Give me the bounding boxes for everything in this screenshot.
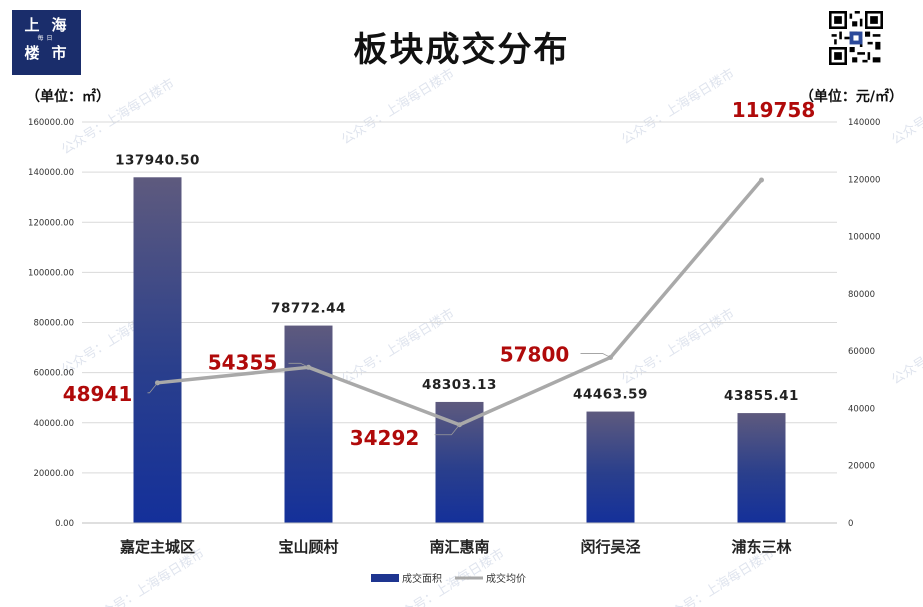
bar-value-label: 44463.59 [573, 387, 648, 403]
chart-title: 板块成交分布 [353, 30, 570, 70]
bar [586, 411, 635, 523]
price-value-label: 54355 [208, 350, 278, 374]
right-tick-label: 120000 [848, 175, 880, 185]
left-tick-label: 160000.00 [28, 118, 74, 128]
right-tick-label: 100000 [848, 233, 880, 243]
left-tick-label: 80000.00 [33, 319, 74, 329]
watermark-text: 公众号：上海每日楼市 [619, 65, 738, 147]
left-tick-label: 60000.00 [33, 369, 74, 379]
bar [737, 413, 786, 523]
leader-line [580, 353, 611, 358]
logo-line1: 上海 [24, 16, 79, 34]
price-point [759, 177, 764, 183]
watermark-text: 公众号：上海每日楼市 [339, 65, 458, 147]
right-tick-label: 0 [848, 519, 853, 529]
watermark-text: 公众号：上海每日楼市 [59, 75, 178, 157]
leader-line [434, 424, 460, 436]
right-tick-label: 80000 [848, 290, 875, 300]
price-value-label: 48941 [63, 382, 133, 406]
category-label: 宝山顾村 [278, 538, 338, 556]
legend-line-label: 成交均价 [486, 572, 526, 585]
logo-line2: 每日 [37, 35, 56, 42]
legend-bar-swatch [371, 574, 399, 582]
bar [133, 177, 182, 523]
category-label: 南汇惠南 [429, 538, 489, 556]
leader-line [288, 362, 309, 368]
price-value-label: 119758 [732, 98, 816, 122]
bar-value-label: 137940.50 [115, 152, 200, 168]
left-axis-unit: （单位：㎡） [26, 89, 110, 105]
price-value-label: 57800 [500, 342, 570, 366]
leader-line [147, 382, 158, 394]
watermark-layer: 公众号：上海每日楼市 公众号：上海每日楼市 公众号：上海每日楼市 公众号：上海每日楼市… [59, 65, 923, 607]
qr-code-icon [829, 11, 883, 65]
data-labels: 137940.50 78772.44 48303.13 44463.59 43855.4… [63, 98, 816, 450]
bar [435, 401, 484, 523]
right-tick-label: 40000 [848, 404, 875, 414]
watermark-text: 公众号：上海每日楼市 [889, 65, 923, 147]
left-tick-label: 40000.00 [33, 419, 74, 429]
brand-logo: 上海 每日 楼市 [12, 10, 81, 75]
right-axis-unit: （单位：元/㎡） [799, 89, 903, 105]
right-tick-label: 140000 [848, 118, 880, 128]
category-label: 浦东三林 [731, 538, 792, 556]
right-tick-label: 20000 [848, 462, 875, 472]
bar-value-label: 78772.44 [271, 301, 346, 317]
category-label: 嘉定主城区 [119, 538, 195, 556]
bar [284, 325, 333, 523]
watermark-text: 公众号：上海每日楼市 [339, 305, 458, 387]
left-tick-label: 20000.00 [33, 469, 74, 479]
watermark-text: 公众号：上海每日楼市 [889, 305, 923, 387]
legend-bar-label: 成交面积 [402, 572, 442, 585]
legend: 成交面积 成交均价 [371, 572, 526, 585]
axes: 0.00 20000.00 40000.00 60000.00 80000.00 1000… [28, 118, 880, 556]
left-tick-label: 100000.00 [28, 268, 74, 278]
category-label: 闵行吴泾 [580, 538, 640, 556]
bars [133, 177, 786, 523]
right-tick-label: 60000 [848, 347, 875, 357]
bar-value-label: 43855.41 [724, 388, 799, 404]
bar-value-label: 48303.13 [422, 377, 497, 393]
logo-line3: 楼市 [24, 44, 79, 62]
left-tick-label: 0.00 [55, 519, 74, 529]
left-tick-label: 140000.00 [28, 168, 74, 178]
watermark-text: 公众号：上海每日楼市 [619, 305, 738, 387]
left-tick-label: 120000.00 [28, 218, 74, 228]
price-value-label: 34292 [350, 426, 420, 450]
